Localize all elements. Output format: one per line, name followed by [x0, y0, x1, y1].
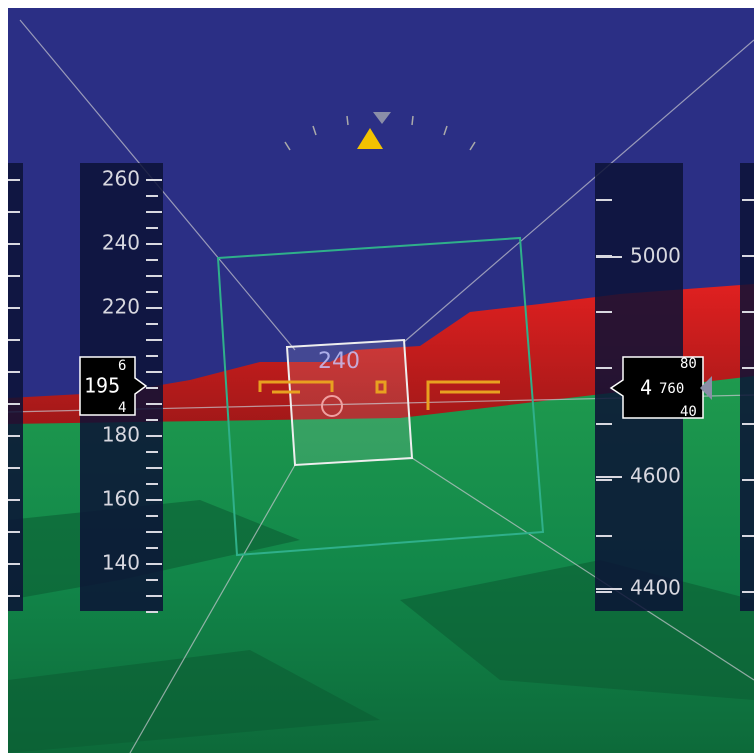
altitude-hundreds: 760	[659, 381, 684, 397]
heading-scale	[284, 112, 476, 151]
speed-readout: 6 195 4	[79, 356, 148, 416]
flight-path-box	[216, 236, 545, 557]
speed-label: 160	[102, 487, 140, 511]
altitude-label: 4600	[630, 464, 681, 488]
altitude-readout: 80 4 760 40	[609, 356, 712, 420]
terrain-ridge	[8, 284, 754, 428]
aircraft-symbol	[258, 380, 500, 410]
speed-label: 140	[102, 551, 140, 575]
altitude-thousands: 4	[640, 376, 652, 400]
altitude-label: 5000	[630, 244, 681, 268]
altitude-roller-above: 80	[680, 356, 697, 372]
speed-label: 220	[102, 295, 140, 319]
speed-value: 195	[84, 374, 120, 398]
speed-roller-below: 4	[118, 400, 126, 416]
altitude-roller-below: 40	[680, 404, 697, 420]
altitude-label: 4400	[630, 576, 681, 600]
terrain-shade	[8, 500, 754, 753]
flight-path-marker	[321, 395, 343, 417]
speed-roller-above: 6	[118, 358, 126, 374]
heading-label: 240	[318, 349, 360, 374]
tunnel-box	[285, 338, 414, 467]
speed-label: 180	[102, 423, 140, 447]
speed-label: 240	[102, 231, 140, 255]
speed-label: 260	[102, 167, 140, 191]
